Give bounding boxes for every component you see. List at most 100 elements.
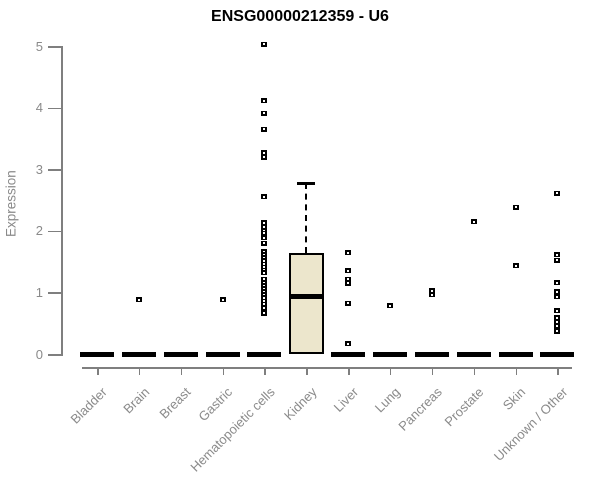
kidney-whisker-cap — [297, 182, 316, 185]
hematopoietic-cells-outlier-point — [261, 252, 268, 258]
hematopoietic-cells-outlier-point — [261, 126, 268, 132]
y-tick-label-0: 0 — [35, 346, 43, 362]
y-tick-label-4: 4 — [35, 100, 43, 116]
unknown-other-outlier-point — [554, 252, 561, 258]
unknown-other-outlier-point — [554, 280, 561, 286]
hematopoietic-cells-outlier-point — [261, 235, 268, 241]
x-tick-brain — [138, 367, 141, 375]
unknown-other-outlier-point — [554, 328, 561, 334]
y-tick-4 — [48, 107, 61, 110]
prostate-outlier-point — [470, 219, 477, 225]
hematopoietic-cells-outlier-point — [261, 280, 268, 286]
liver-outlier-point — [345, 276, 352, 282]
hematopoietic-cells-outlier-point — [261, 301, 268, 307]
unknown-other-outlier-point — [554, 308, 561, 314]
brain-zero-dash — [121, 351, 156, 357]
unknown-other-outlier-point — [554, 323, 561, 329]
kidney-box — [288, 252, 324, 354]
x-axis — [82, 367, 572, 369]
hematopoietic-cells-outlier-point — [261, 230, 268, 236]
hematopoietic-cells-outlier-point — [261, 310, 268, 316]
unknown-other-outlier-point — [554, 315, 561, 321]
hematopoietic-cells-outlier-point — [261, 98, 268, 104]
y-tick-3 — [48, 169, 61, 171]
liver-outlier-point — [345, 250, 352, 256]
x-tick-label-liver: Liver — [330, 384, 362, 415]
liver-zero-dash — [331, 351, 366, 357]
hematopoietic-cells-outlier-point — [261, 289, 268, 295]
hematopoietic-cells-outlier-point — [261, 154, 268, 160]
hematopoietic-cells-outlier-point — [261, 276, 268, 282]
unknown-other-outlier-point — [554, 294, 561, 300]
y-tick-label-3: 3 — [35, 161, 43, 177]
x-tick-label-lung: Lung — [371, 384, 403, 416]
x-tick-label-kidney: Kidney — [280, 384, 320, 424]
hematopoietic-cells-outlier-point — [261, 249, 268, 255]
hematopoietic-cells-outlier-point — [261, 150, 268, 156]
hematopoietic-cells-outlier-point — [261, 270, 268, 276]
y-tick-5 — [48, 46, 61, 48]
x-tick-lung — [389, 367, 392, 375]
hematopoietic-cells-outlier-point — [261, 220, 268, 226]
x-tick-label-prostate: Prostate — [441, 384, 487, 430]
skin-outlier-point — [512, 204, 519, 210]
y-tick-label-5: 5 — [35, 38, 43, 54]
hematopoietic-cells-outlier-point — [261, 283, 268, 289]
y-tick-2 — [48, 230, 61, 233]
hematopoietic-cells-outlier-point — [261, 194, 268, 200]
kidney-upper-whisker — [305, 183, 308, 253]
unknown-other-outlier-point — [554, 289, 561, 295]
chart-title: ENSG00000212359 - U6 — [211, 8, 389, 25]
y-tick-label-2: 2 — [35, 223, 43, 239]
pancreas-outlier-point — [428, 292, 435, 298]
hematopoietic-cells-outlier-point — [261, 255, 268, 261]
brain-outlier-point — [135, 297, 142, 303]
skin-outlier-point — [512, 263, 519, 269]
liver-outlier-point — [345, 268, 352, 274]
bladder-zero-dash — [80, 351, 114, 357]
y-tick-1 — [48, 292, 61, 294]
x-tick-label-brain: Brain — [119, 384, 152, 417]
gastric-zero-dash — [205, 351, 240, 357]
hematopoietic-cells-outlier-point — [261, 224, 268, 230]
x-tick-pancreas — [431, 367, 434, 375]
x-tick-label-gastric: Gastric — [195, 384, 236, 425]
hematopoietic-cells-outlier-point — [261, 286, 268, 292]
x-tick-label-breast: Breast — [156, 384, 194, 422]
hematopoietic-cells-outlier-point — [261, 292, 268, 298]
hematopoietic-cells-zero-dash — [247, 351, 282, 357]
x-tick-breast — [180, 367, 183, 375]
lung-zero-dash — [372, 351, 407, 357]
x-tick-liver — [348, 367, 350, 375]
hematopoietic-cells-outlier-point — [261, 298, 268, 304]
hematopoietic-cells-outlier-point — [261, 295, 268, 301]
x-tick-label-skin: Skin — [499, 384, 529, 413]
unknown-other-zero-dash — [540, 351, 575, 357]
breast-zero-dash — [163, 351, 198, 357]
prostate-zero-dash — [456, 351, 491, 357]
unknown-other-outlier-point — [554, 257, 561, 263]
y-tick-0 — [48, 354, 61, 356]
liver-outlier-point — [345, 300, 352, 306]
hematopoietic-cells-outlier-point — [261, 258, 268, 264]
kidney-median — [288, 294, 324, 300]
unknown-other-outlier-point — [554, 319, 561, 325]
x-tick-hematopoietic-cells — [264, 367, 266, 375]
pancreas-zero-dash — [414, 351, 449, 357]
x-tick-gastric — [222, 367, 225, 375]
x-tick-label-pancreas: Pancreas — [395, 384, 445, 434]
unknown-other-outlier-point — [554, 190, 561, 196]
skin-zero-dash — [498, 351, 533, 357]
hematopoietic-cells-outlier-point — [261, 240, 268, 246]
x-tick-bladder — [97, 367, 99, 375]
hematopoietic-cells-outlier-point — [261, 305, 268, 311]
pancreas-outlier-point — [428, 288, 435, 294]
hematopoietic-cells-outlier-point — [261, 261, 268, 267]
y-axis — [61, 46, 63, 356]
liver-outlier-point — [345, 341, 352, 347]
x-tick-label-bladder: Bladder — [67, 384, 110, 427]
gastric-outlier-point — [219, 297, 226, 303]
x-tick-skin — [515, 367, 517, 375]
x-tick-unknown-other — [557, 367, 559, 375]
y-tick-label-1: 1 — [35, 284, 43, 300]
